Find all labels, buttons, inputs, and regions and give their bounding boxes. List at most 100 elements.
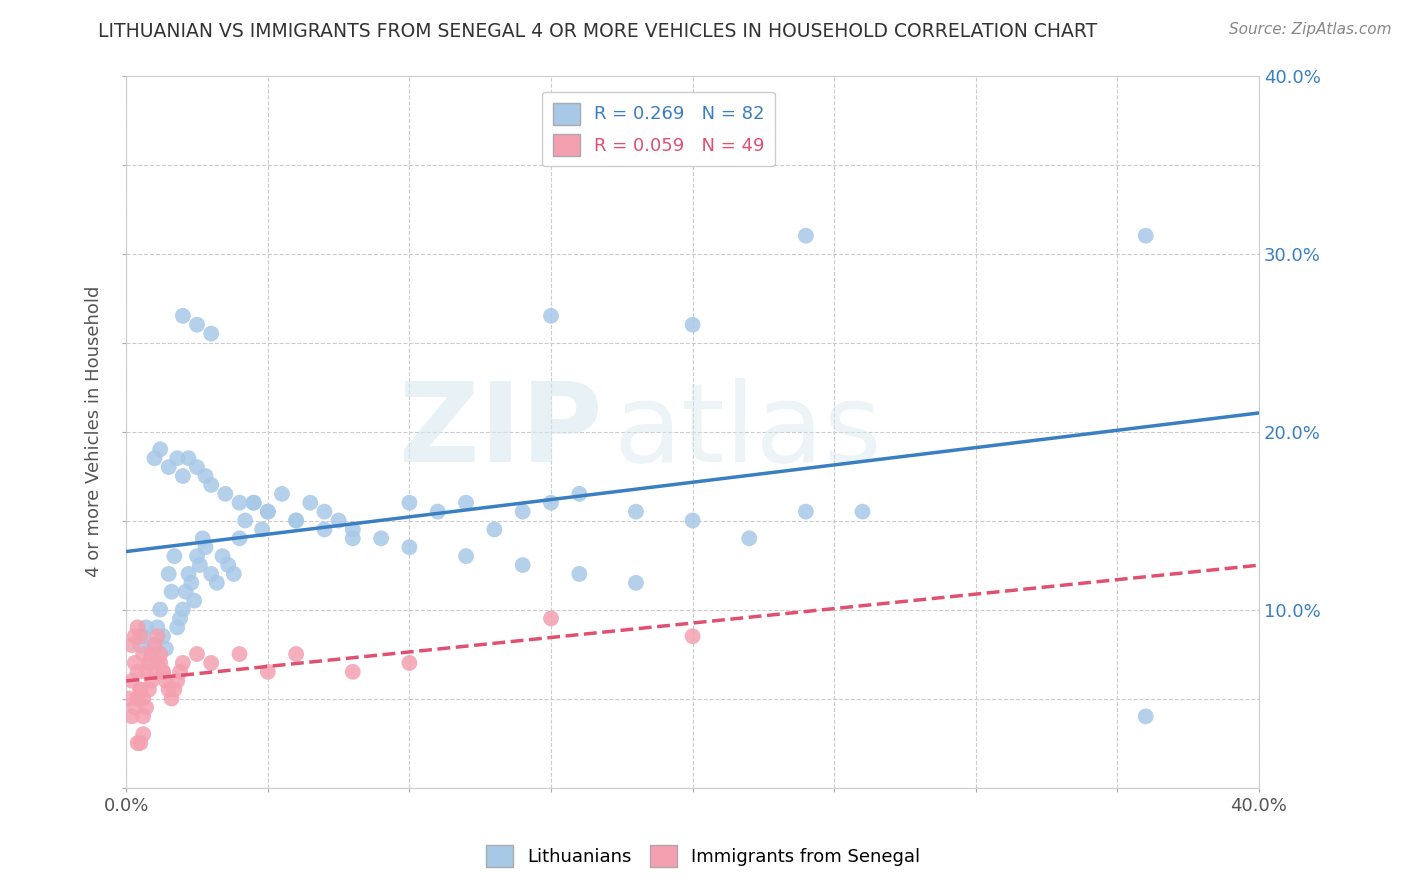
Point (141, 673, 163, 688)
Text: ZIP: ZIP (398, 378, 602, 485)
Point (568, 487, 591, 501)
Point (149, 442, 172, 457)
Point (172, 469, 194, 483)
Point (183, 593, 205, 607)
Point (121, 673, 143, 688)
Point (129, 629, 152, 643)
Point (214, 487, 236, 501)
Point (132, 691, 155, 706)
Point (152, 629, 174, 643)
Point (200, 478, 222, 492)
Y-axis label: 4 or more Vehicles in Household: 4 or more Vehicles in Household (86, 285, 103, 577)
Point (540, 496, 562, 510)
Point (160, 584, 183, 599)
Point (132, 647, 155, 661)
Point (271, 487, 294, 501)
Point (166, 673, 188, 688)
Point (200, 566, 222, 581)
Point (398, 496, 420, 510)
Point (172, 309, 194, 323)
Point (146, 629, 169, 643)
Point (135, 620, 157, 634)
Point (174, 584, 197, 599)
Point (228, 496, 250, 510)
Point (540, 611, 562, 625)
Point (124, 700, 146, 714)
Point (256, 505, 278, 519)
Point (738, 532, 761, 546)
Point (285, 514, 308, 528)
Point (141, 647, 163, 661)
Point (370, 532, 392, 546)
Point (314, 505, 336, 519)
Point (194, 469, 217, 483)
Point (299, 496, 322, 510)
Point (285, 514, 308, 528)
Point (682, 629, 704, 643)
Point (127, 665, 149, 679)
Point (342, 523, 364, 537)
Point (152, 665, 174, 679)
Point (624, 505, 647, 519)
Point (127, 620, 149, 634)
Point (172, 602, 194, 616)
Point (121, 709, 143, 723)
Point (177, 566, 200, 581)
Point (1135, 709, 1157, 723)
Point (166, 451, 188, 466)
Point (138, 656, 160, 670)
Point (169, 611, 191, 625)
Point (157, 682, 180, 697)
Point (138, 656, 160, 670)
Point (135, 700, 157, 714)
Point (233, 514, 256, 528)
Point (211, 549, 233, 563)
Point (169, 665, 191, 679)
Point (342, 532, 364, 546)
Point (512, 505, 534, 519)
Point (124, 656, 146, 670)
Point (285, 647, 308, 661)
Point (426, 505, 449, 519)
Point (118, 691, 141, 706)
Point (512, 558, 534, 572)
Point (160, 691, 183, 706)
Point (568, 566, 591, 581)
Point (149, 656, 172, 670)
Point (200, 656, 222, 670)
Point (132, 727, 155, 741)
Point (129, 736, 152, 750)
Point (163, 549, 186, 563)
Point (194, 540, 217, 554)
Point (129, 638, 152, 652)
Point (163, 682, 186, 697)
Point (177, 451, 200, 466)
Point (186, 647, 208, 661)
Point (256, 505, 278, 519)
Point (250, 523, 273, 537)
Point (314, 523, 336, 537)
Point (152, 665, 174, 679)
Point (454, 496, 477, 510)
Point (146, 620, 169, 634)
Point (143, 638, 166, 652)
Point (143, 638, 166, 652)
Point (191, 532, 214, 546)
Point (172, 656, 194, 670)
Point (155, 673, 177, 688)
Point (149, 647, 172, 661)
Point (129, 682, 152, 697)
Point (624, 575, 647, 590)
Point (228, 647, 250, 661)
Point (135, 665, 157, 679)
Point (222, 566, 245, 581)
Point (242, 496, 264, 510)
Point (398, 656, 420, 670)
Point (143, 451, 166, 466)
Point (794, 228, 817, 243)
Point (256, 665, 278, 679)
Point (242, 496, 264, 510)
Point (146, 656, 169, 670)
Point (180, 575, 202, 590)
Legend: Lithuanians, Immigrants from Senegal: Lithuanians, Immigrants from Senegal (478, 838, 928, 874)
